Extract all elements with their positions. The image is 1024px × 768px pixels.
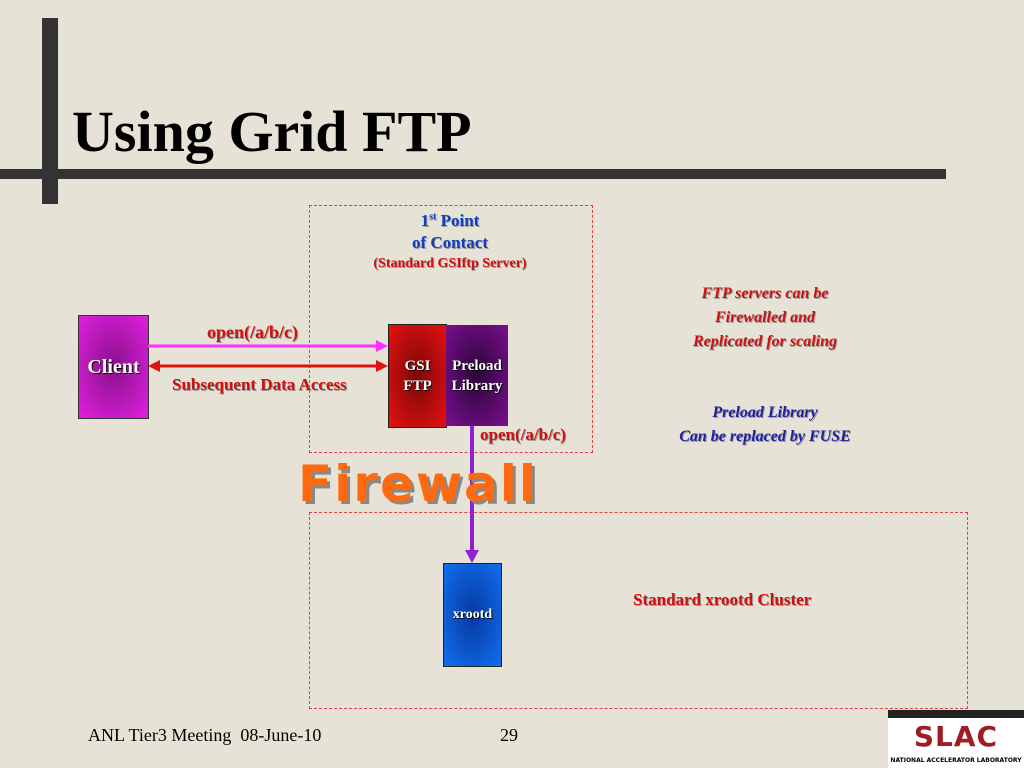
preload-library-box: Preload Library (446, 325, 508, 426)
data-access-label: Subsequent Data Access (172, 375, 347, 394)
open-arrowhead (376, 340, 388, 352)
cluster-label: Standard xrootd Cluster (633, 590, 812, 609)
cluster-region (309, 512, 968, 709)
contact-region (309, 205, 593, 453)
logo-text: SLAC (913, 720, 999, 753)
slac-logo: SLAC NATIONAL ACCELERATOR LABORATORY (888, 710, 1024, 768)
client-box: Client (78, 315, 149, 419)
contact-label: 1st Point of Contact (Standard GSIftp Se… (373, 211, 527, 271)
firewall-label: Firewall (298, 455, 539, 513)
footer-meeting: ANL Tier3 Meeting 08-June-10 (88, 725, 322, 745)
gsi-ftp-box: GSI FTP (388, 324, 447, 428)
title-vertical-bar (42, 18, 58, 204)
title-horizontal-bar (0, 169, 946, 179)
page-title: Using Grid FTP (72, 99, 472, 164)
down-arrowhead (465, 550, 479, 563)
open-label-bottom: open(/a/b/c) (480, 425, 566, 444)
page-number: 29 (500, 725, 518, 745)
xrootd-box: xrootd (443, 563, 502, 667)
open-label-top: open(/a/b/c) (207, 322, 299, 342)
note-firewall: FTP servers can be Firewalled and Replicat… (693, 285, 837, 350)
logo-subtext: NATIONAL ACCELERATOR LABORATORY (890, 757, 1022, 764)
note-preload: Preload Library Can be replaced by FUSE (679, 404, 851, 445)
data-arrowhead-right (376, 360, 388, 372)
data-arrowhead-left (148, 360, 160, 372)
